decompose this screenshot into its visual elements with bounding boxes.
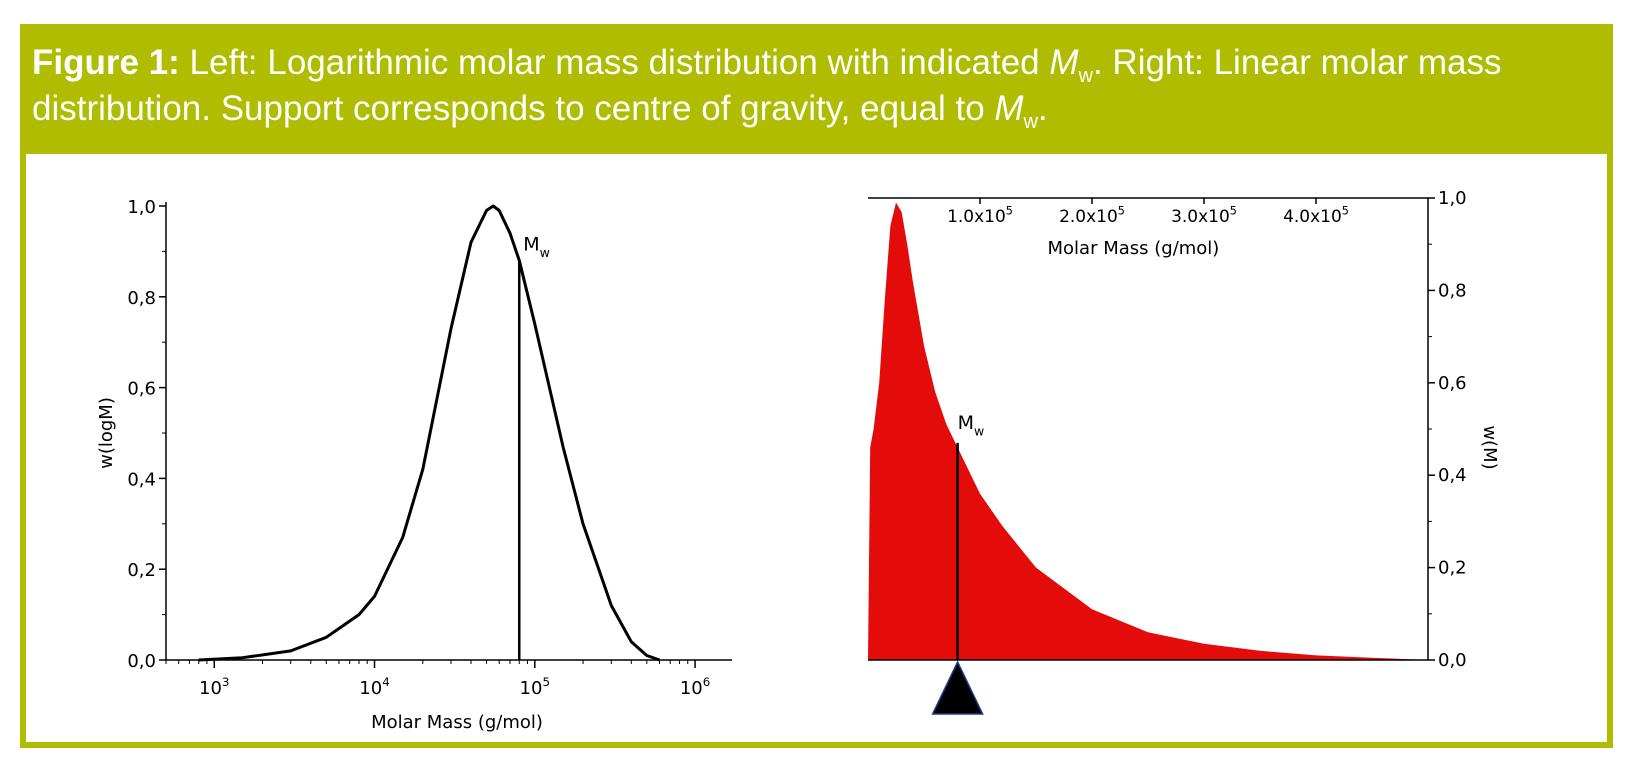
- left-x-axis-title: Molar Mass (g/mol): [371, 712, 543, 733]
- right-mw-label: Mw: [958, 412, 985, 439]
- figure-frame: Figure 1: Left: Logarithmic molar mass d…: [20, 24, 1613, 748]
- caption-mw-symbol-2: M: [994, 89, 1024, 128]
- right-y-axis-title: w(M): [1479, 425, 1500, 469]
- right-y-tick-label: 1,0: [1438, 188, 1467, 209]
- right-x-tick-label: 1.0x105: [947, 204, 1013, 227]
- caption-text-2: . Right: Linear molar mass distribution.…: [32, 43, 1502, 128]
- right-x-tick-label: 4.0x105: [1283, 204, 1349, 227]
- caption-label: Figure 1:: [32, 43, 180, 82]
- figure-caption: Figure 1: Left: Logarithmic molar mass d…: [26, 30, 1607, 154]
- caption-text-end: .: [1038, 89, 1048, 128]
- left-x-tick-label: 105: [520, 675, 550, 699]
- caption-mw-sub-1: w: [1078, 65, 1093, 87]
- left-x-tick-label: 106: [680, 675, 710, 699]
- left-y-tick-label: 0,8: [127, 288, 156, 309]
- left-y-axis-title: w(logM): [96, 397, 117, 469]
- left-x-tick-label: 104: [359, 675, 389, 699]
- right-distribution-area: [868, 202, 1428, 660]
- right-x-axis-title: Molar Mass (g/mol): [1048, 238, 1220, 259]
- right-y-tick-label: 0,6: [1438, 373, 1467, 394]
- left-y-tick-label: 0,4: [127, 469, 156, 490]
- right-x-tick-label: 2.0x105: [1059, 204, 1125, 227]
- charts-area: 0,0 0,2 0,4 0,6 0,8 1,0 103 104 105 106 Molar Mass…: [96, 188, 1500, 733]
- support-fulcrum-triangle: [931, 660, 984, 715]
- caption-mw-symbol-1: M: [1049, 43, 1079, 82]
- right-y-tick-label: 0,0: [1438, 650, 1467, 671]
- caption-text-1: Left: Logarithmic molar mass distributio…: [179, 43, 1050, 82]
- left-chart-log: 0,0 0,2 0,4 0,6 0,8 1,0 103 104 105 106 Molar Mass…: [96, 197, 732, 733]
- right-y-tick-label: 0,8: [1438, 280, 1467, 301]
- right-y-tick-label: 0,4: [1438, 465, 1467, 486]
- left-y-tick-label: 1,0: [127, 197, 156, 218]
- right-x-tick-label: 3.0x105: [1171, 204, 1237, 227]
- left-distribution-curve: [198, 204, 661, 662]
- left-mw-label: Mw: [523, 233, 550, 260]
- left-x-tick-label: 103: [199, 675, 229, 699]
- right-chart-linear: 0,0 0,2 0,4 0,6 0,8 1,0 1.0x105 2.0x105 3.0x105 4…: [868, 188, 1500, 715]
- caption-mw-sub-2: w: [1023, 111, 1038, 133]
- left-y-tick-label: 0,0: [127, 651, 156, 672]
- left-y-tick-label: 0,2: [127, 560, 156, 581]
- left-y-tick-label: 0,6: [127, 379, 156, 400]
- right-y-tick-label: 0,2: [1438, 558, 1467, 579]
